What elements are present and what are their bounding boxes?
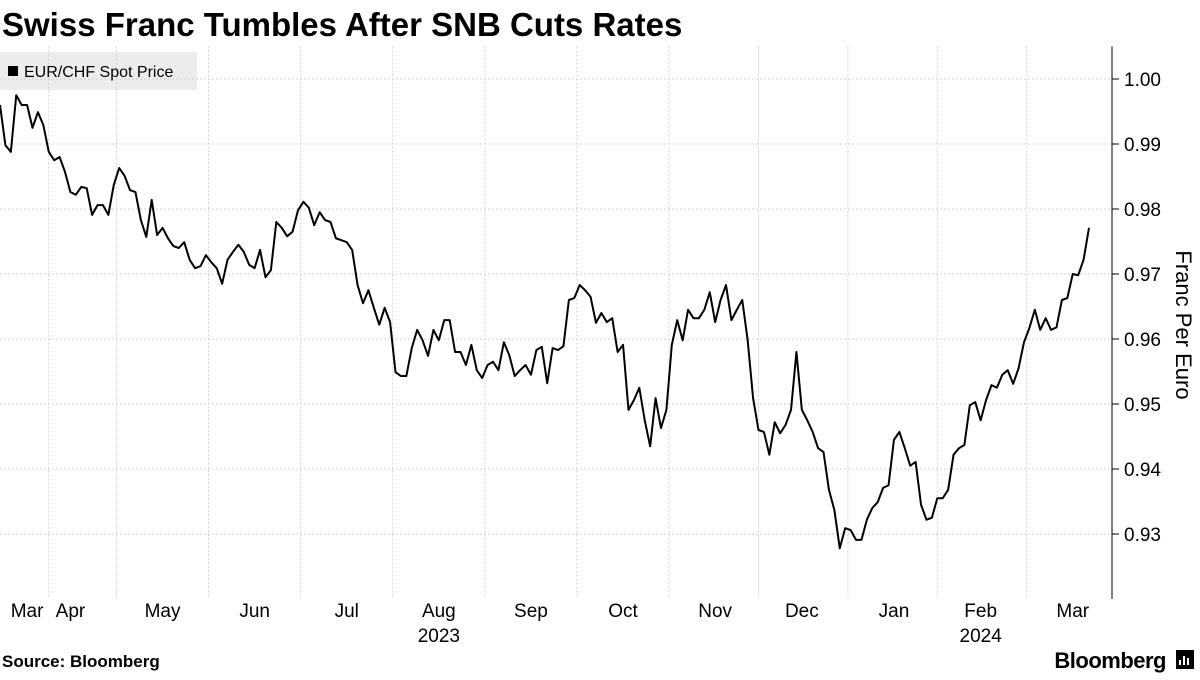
- source: Source: Bloomberg: [2, 652, 160, 671]
- x-tick-label: Mar: [1056, 601, 1089, 622]
- x-tick-label: May: [145, 601, 181, 622]
- y-tick-label: 0.94: [1124, 460, 1161, 481]
- x-year-label: 2024: [960, 626, 1003, 647]
- y-tick-label: 0.97: [1124, 265, 1161, 286]
- x-tick-label: Oct: [608, 601, 638, 622]
- chart-title: Swiss Franc Tumbles After SNB Cuts Rates: [2, 6, 682, 43]
- legend-box: [0, 52, 197, 90]
- x-year-label: 2023: [418, 626, 460, 647]
- y-tick-label: 1.00: [1124, 70, 1161, 91]
- y-tick-label: 0.99: [1124, 135, 1161, 156]
- x-tick-label: Aug: [422, 601, 456, 622]
- y-tick-label: 0.95: [1124, 395, 1161, 416]
- y-tick-label: 0.93: [1124, 525, 1161, 546]
- brand-logo-mark: [1179, 656, 1189, 665]
- x-tick-label: Dec: [785, 601, 819, 622]
- y-tick-label: 0.98: [1124, 200, 1161, 221]
- brand: Bloomberg: [1054, 648, 1166, 673]
- x-tick-label: Jun: [239, 601, 270, 622]
- legend-label: EUR/CHF Spot Price: [24, 64, 173, 81]
- x-tick-label: Apr: [56, 601, 86, 622]
- y-tick-label: 0.96: [1124, 330, 1161, 351]
- x-tick-label: Sep: [514, 601, 548, 622]
- x-tick-label: Feb: [964, 601, 997, 622]
- x-tick-label: Jan: [879, 601, 910, 622]
- x-tick-label: Jul: [335, 601, 359, 622]
- x-tick-label: Mar: [11, 601, 44, 622]
- line-series: [0, 94, 1090, 550]
- y-axis-label: Franc Per Euro: [1171, 250, 1196, 399]
- x-tick-label: Nov: [698, 601, 732, 622]
- legend-swatch: [8, 66, 18, 76]
